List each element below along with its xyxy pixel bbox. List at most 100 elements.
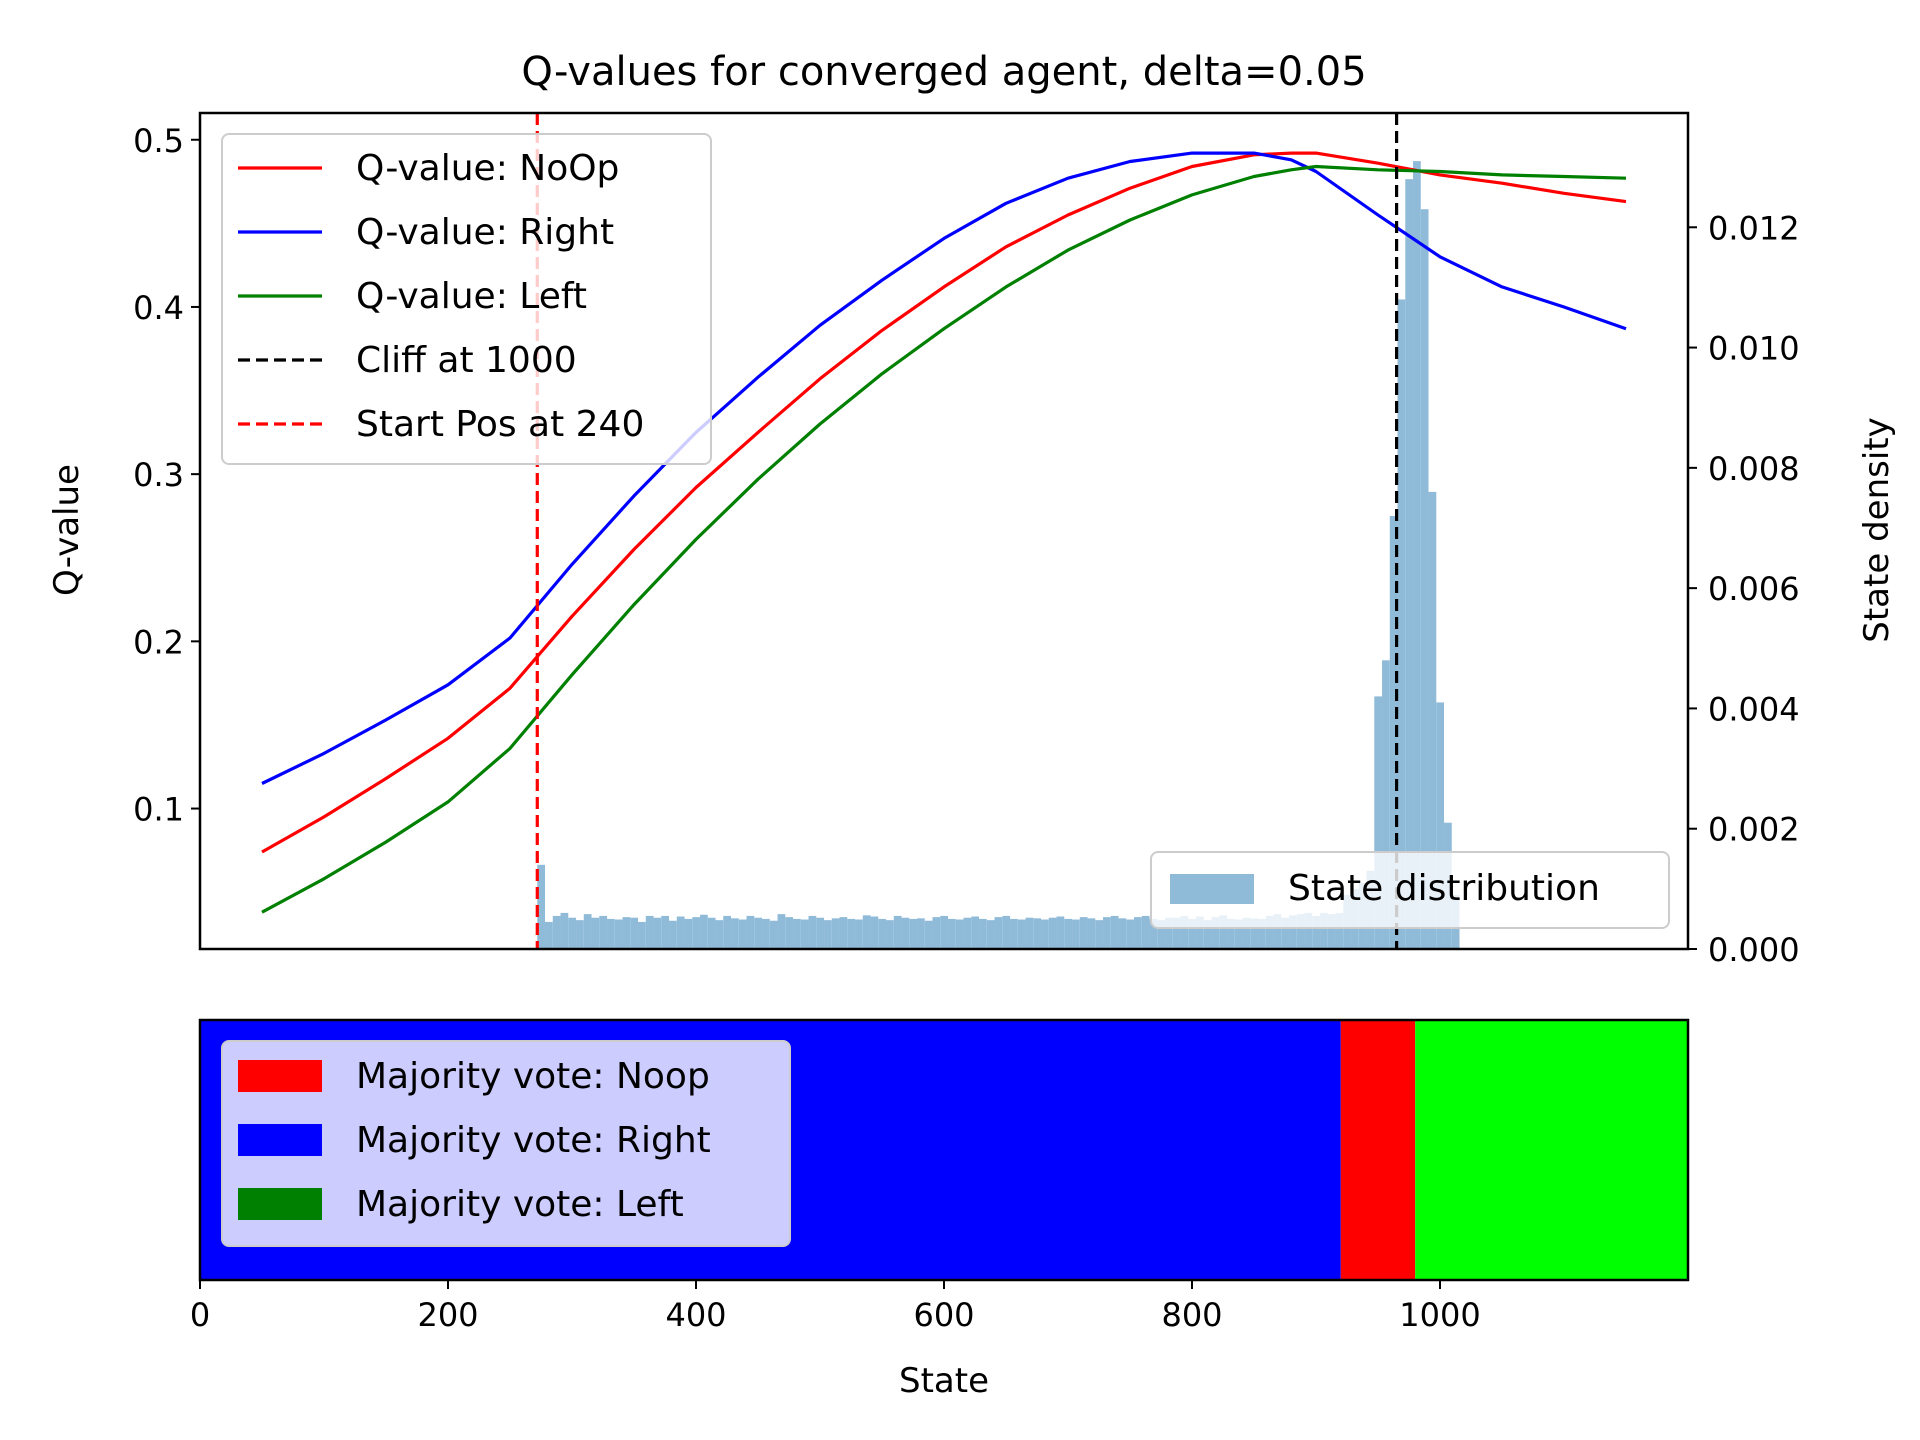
histogram-bar [1110, 915, 1119, 949]
vote-legend-swatch [238, 1188, 322, 1220]
histogram-bar [1211, 917, 1220, 949]
histogram-bar [1436, 702, 1445, 949]
histogram-bar [607, 918, 615, 949]
histogram-bar [746, 915, 755, 949]
histogram-bar [1374, 696, 1383, 949]
x-axis-label: State [899, 1361, 989, 1401]
histogram-bar [653, 917, 662, 949]
histogram-bar [1320, 912, 1328, 949]
histogram-bar [1234, 919, 1243, 949]
histogram-bar [1134, 917, 1142, 949]
histogram-bar [808, 915, 817, 949]
y-tick-label: 0.3 [133, 456, 184, 494]
histogram-bar [707, 917, 716, 949]
vote-segment-left [1415, 1020, 1688, 1280]
q-value-lines [261, 151, 1627, 914]
histogram-bar [1335, 912, 1344, 949]
histogram-bar [1126, 919, 1135, 949]
vote-legend: Majority vote: Noop Majority vote: Right M… [221, 1040, 791, 1247]
histogram-bar [676, 916, 685, 949]
histogram-bar [723, 915, 732, 949]
histogram-bar [839, 917, 848, 949]
histogram-bar [1048, 917, 1057, 949]
y2-ticks: 0.000 0.002 0.004 0.006 0.008 0.010 0.012 [1688, 209, 1800, 969]
y-ticks: 0.1 0.2 0.3 0.4 0.5 [133, 122, 200, 829]
histogram-bar [1180, 915, 1189, 949]
histogram-bar [715, 920, 724, 949]
histogram-bar [1273, 914, 1282, 949]
histogram-bar [994, 917, 1003, 949]
histogram-bar [645, 915, 654, 949]
q-legend: Q-value: NoOp Q-value: Right Q-value: Left… [221, 133, 712, 465]
histogram-bar [1203, 920, 1212, 949]
series-line-noop [261, 151, 1627, 854]
y2-tick-label: 0.008 [1708, 450, 1800, 488]
histogram-bar [1041, 919, 1049, 949]
histogram-bar [816, 917, 825, 949]
y2-tick-label: 0.000 [1708, 931, 1800, 969]
histogram-bar [700, 914, 708, 949]
q-legend-box [221, 133, 712, 465]
histogram-bar [576, 920, 584, 949]
histogram-bar [831, 918, 840, 949]
y2-tick-label: 0.012 [1708, 209, 1800, 247]
histogram-bar [638, 921, 646, 949]
x-tick-label: 200 [417, 1296, 478, 1334]
y2-axis-label: State density [1857, 417, 1897, 642]
histogram-bar [1265, 915, 1274, 949]
histogram-bar [777, 914, 786, 949]
q-legend-label: Q-value: Right [356, 212, 614, 253]
histogram-bar [1087, 918, 1096, 949]
vote-legend-label: Majority vote: Left [356, 1184, 684, 1225]
histogram-bar [893, 915, 902, 949]
chart-title: Q-values for converged agent, delta=0.05 [521, 49, 1366, 95]
histogram-bar [986, 920, 995, 949]
histogram-bar [769, 920, 778, 949]
histogram-bar [537, 864, 546, 949]
histogram-bar [1304, 912, 1313, 949]
histogram-bar [1118, 918, 1127, 949]
y-tick-label: 0.1 [133, 791, 184, 829]
histogram-bar [1141, 915, 1150, 949]
histogram-bar [622, 917, 631, 949]
histogram-bar [847, 918, 856, 949]
histogram-bar [1064, 918, 1073, 949]
q-legend-label: Cliff at 1000 [356, 340, 577, 381]
histogram-bar [940, 915, 949, 949]
series-line-right [261, 151, 1627, 785]
histogram-bar [1025, 917, 1034, 949]
histogram-bar [909, 918, 918, 949]
histogram-bar [1056, 916, 1065, 949]
histogram-bar [1017, 919, 1026, 949]
histogram-bar [669, 920, 677, 949]
y2-tick-label: 0.006 [1708, 570, 1800, 608]
histogram-bar [614, 919, 623, 949]
histogram-bar [630, 917, 639, 949]
histogram-bar [955, 919, 964, 949]
histogram-bar [692, 917, 701, 949]
histogram-bar [1296, 914, 1305, 949]
y-axis-label: Q-value [47, 464, 87, 596]
histogram-bar [932, 917, 941, 949]
state-histogram [537, 161, 1460, 950]
histogram-bar [1079, 917, 1088, 949]
histogram-bar [824, 920, 832, 949]
histogram-bar [1413, 161, 1421, 949]
histogram-bar [979, 918, 987, 949]
histogram-bar [924, 920, 933, 949]
hist-legend-swatch [1170, 874, 1254, 904]
x-tick-label: 400 [665, 1296, 726, 1334]
histogram-bar [568, 917, 577, 949]
histogram-bar [800, 919, 809, 949]
histogram-bar [917, 918, 925, 949]
histogram-bar [1258, 918, 1266, 949]
histogram-bar [886, 920, 894, 949]
vote-legend-label: Majority vote: Right [356, 1120, 711, 1161]
hist-legend-box [1150, 851, 1670, 929]
histogram-bar [855, 919, 863, 949]
vote-legend-label: Majority vote: Noop [356, 1056, 710, 1097]
vote-segment-noop [1340, 1020, 1416, 1280]
q-legend-label: Q-value: NoOp [356, 148, 619, 189]
x-tick-label: 1000 [1399, 1296, 1480, 1334]
